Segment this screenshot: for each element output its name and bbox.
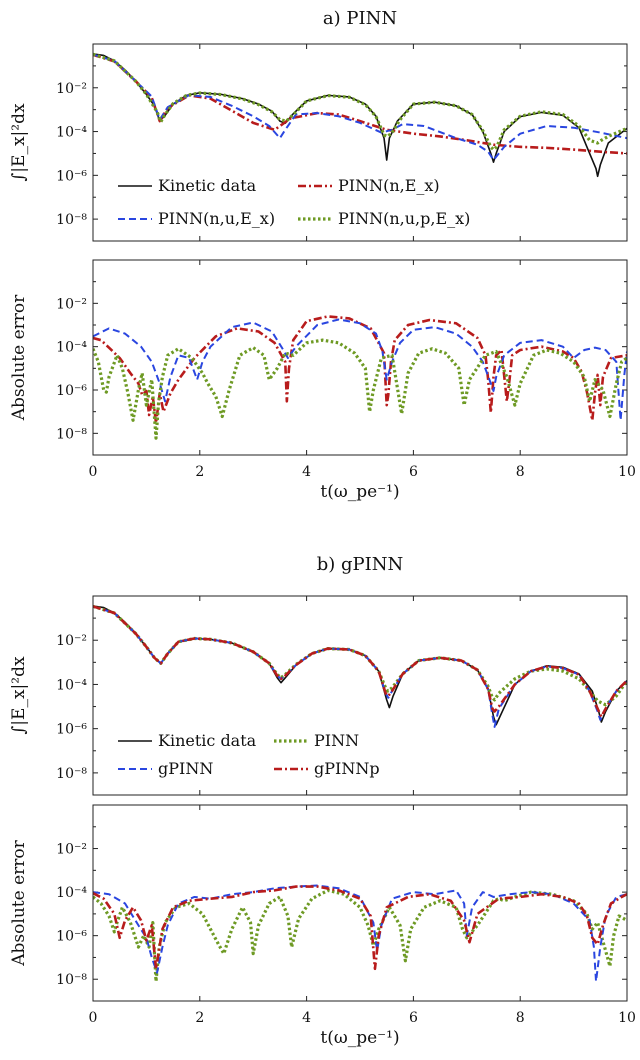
series-line (93, 318, 627, 422)
x-axis-label: t(ω_pe⁻¹) (320, 482, 399, 502)
legend-label: Kinetic data (158, 731, 257, 750)
panel-title: a) PINN (323, 8, 397, 29)
y-tick-label: 10⁻² (56, 633, 87, 649)
series-line (93, 315, 627, 425)
y-tick-label: 10⁻⁸ (56, 972, 87, 988)
plot-frame (92, 804, 628, 1002)
series-line (93, 888, 627, 983)
x-axis-label: t(ω_pe⁻¹) (320, 1028, 399, 1048)
x-tick-label: 10 (618, 464, 636, 480)
y-axis-label: ∫|E_x|²dx (9, 103, 29, 182)
panel-4: 10⁻² 10⁻⁴ 10⁻⁶ 10⁻⁸ 0 2 4 6 8 10 Absolute error t(ω… (9, 804, 636, 1048)
y-tick-label: 10⁻⁶ (56, 383, 87, 399)
legend: Kinetic data PINN gPINN gPINNp (118, 731, 380, 778)
y-axis-label: Absolute error (9, 839, 29, 966)
y-tick-label: 10⁻⁴ (56, 340, 87, 356)
x-tick-label: 6 (409, 464, 418, 480)
series-line (93, 884, 627, 983)
x-tick-label: 6 (409, 1010, 418, 1026)
y-tick-label: 10⁻⁶ (56, 168, 87, 184)
y-axis-label: ∫|E_x|²dx (9, 656, 29, 735)
panel-3: b) gPINN 10⁻² 10⁻⁴ 10⁻⁶ 10⁻⁸ Kinetic data PINN… (9, 554, 628, 796)
legend-label: Kinetic data (158, 176, 257, 195)
x-tick-label: 10 (618, 1010, 636, 1026)
panel-2: 10⁻² 10⁻⁴ 10⁻⁶ 10⁻⁸ 0 2 4 6 8 10 Absolute error t(ω… (9, 259, 636, 502)
legend-label: gPINNp (314, 759, 380, 778)
plot-frame (92, 259, 628, 456)
x-tick-label: 2 (195, 1010, 204, 1026)
legend: Kinetic data PINN(n,E_x) PINN(n,u,E_x) PINN… (118, 176, 470, 228)
legend-label: PINN(n,u,p,E_x) (338, 209, 470, 228)
y-axis-label: Absolute error (9, 294, 29, 421)
series-line (93, 338, 627, 440)
y-tick-label: 10⁻² (56, 81, 87, 97)
panel-title: b) gPINN (317, 554, 404, 575)
y-tick-label: 10⁻⁴ (56, 885, 87, 901)
series-line (93, 604, 627, 707)
y-tick-label: 10⁻⁴ (56, 125, 87, 141)
panel-1: a) PINN 10⁻² 10⁻⁴ 10⁻⁶ 10⁻⁸ Kinetic data PINN(… (9, 8, 628, 242)
y-tick-label: 10⁻⁸ (56, 766, 87, 782)
y-tick-label: 10⁻⁶ (56, 722, 87, 738)
legend-label: PINN(n,E_x) (338, 176, 440, 195)
x-tick-label: 2 (195, 464, 204, 480)
series-line (93, 53, 627, 178)
plot-frame (92, 595, 628, 796)
series-line (93, 53, 627, 162)
y-tick-label: 10⁻⁶ (56, 929, 87, 945)
series-line (93, 605, 627, 718)
y-tick-label: 10⁻⁸ (56, 212, 87, 228)
series-line (93, 52, 627, 152)
legend-label: PINN(n,u,E_x) (158, 209, 275, 228)
x-tick-label: 8 (516, 464, 525, 480)
x-tick-label: 4 (302, 464, 311, 480)
x-tick-label: 4 (302, 1010, 311, 1026)
y-tick-label: 10⁻⁴ (56, 677, 87, 693)
x-tick-label: 0 (89, 1010, 98, 1026)
legend-label: gPINN (158, 759, 213, 778)
y-tick-label: 10⁻⁸ (56, 426, 87, 442)
x-tick-label: 0 (89, 464, 98, 480)
plot-frame (92, 43, 628, 242)
legend-label: PINN (314, 731, 359, 750)
series-line (93, 885, 627, 971)
y-tick-label: 10⁻² (56, 296, 87, 312)
x-tick-label: 8 (516, 1010, 525, 1026)
y-tick-label: 10⁻² (56, 842, 87, 858)
